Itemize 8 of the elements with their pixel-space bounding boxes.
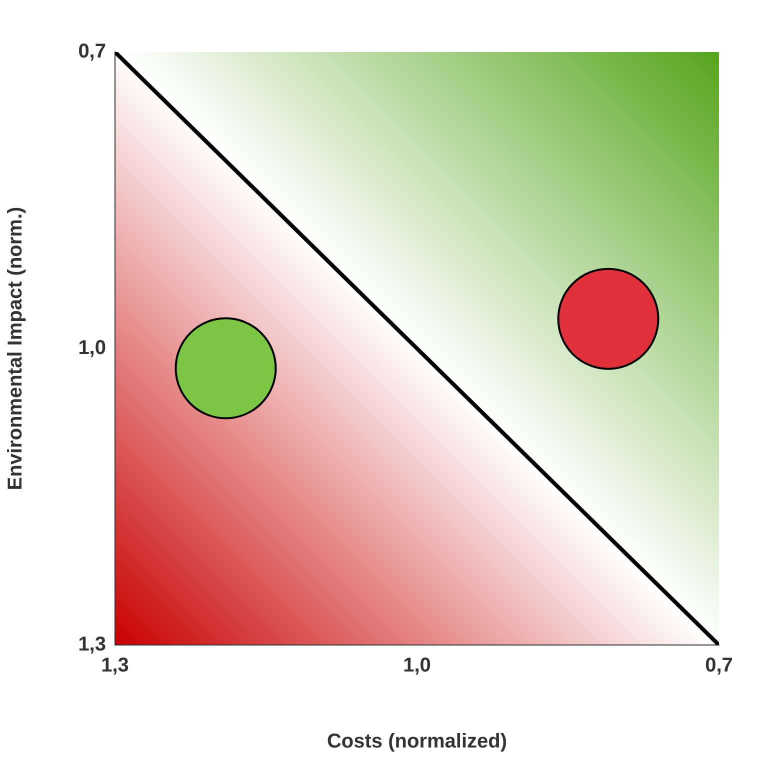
x-tick-label: 1,0 bbox=[403, 654, 431, 677]
x-tick-label: 0,7 bbox=[705, 654, 733, 677]
y-tick-label: 1,3 bbox=[78, 634, 106, 656]
y-tick-label: 0,7 bbox=[78, 40, 106, 63]
x-tick-label: 1,3 bbox=[101, 654, 129, 677]
y-tick-label: 1,0 bbox=[78, 337, 106, 360]
y-axis-title: Environmental Impact (norm.) bbox=[4, 206, 27, 490]
x-axis-title: Costs (normalized) bbox=[326, 730, 508, 753]
